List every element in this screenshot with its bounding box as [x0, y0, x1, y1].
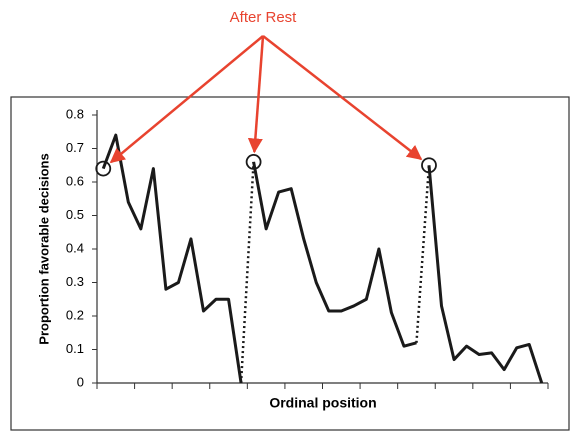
y-tick-label: 0.8: [66, 106, 84, 121]
rest-marker: [421, 157, 437, 174]
y-tick-label: 0: [77, 374, 84, 389]
y-tick-label: 0.6: [66, 173, 84, 188]
y-tick-label: 0.5: [66, 207, 84, 222]
y-axis-label: Proportion favorable decisions: [36, 153, 51, 344]
annotation: After Rest: [230, 9, 298, 26]
rest-link: [239, 161, 255, 384]
y-tick-label: 0.1: [66, 341, 84, 356]
annotation-arrow: [262, 35, 423, 161]
rest-marker: [245, 153, 262, 170]
annotation-arrow: [109, 35, 264, 164]
x-axis-label: Ordinal position: [269, 395, 376, 411]
line: [101, 133, 243, 384]
rest-marker: [95, 160, 112, 177]
frame: [10, 96, 570, 431]
y-tick-label: 0.2: [66, 307, 84, 322]
annotation-arrow: [247, 35, 265, 154]
rest-link: [415, 165, 431, 343]
line: [427, 165, 544, 384]
y-tick-label: 0.3: [66, 274, 84, 289]
y-tick-label: 0.7: [66, 140, 84, 155]
line: [252, 161, 417, 348]
y-tick-label: 0.4: [66, 240, 84, 255]
